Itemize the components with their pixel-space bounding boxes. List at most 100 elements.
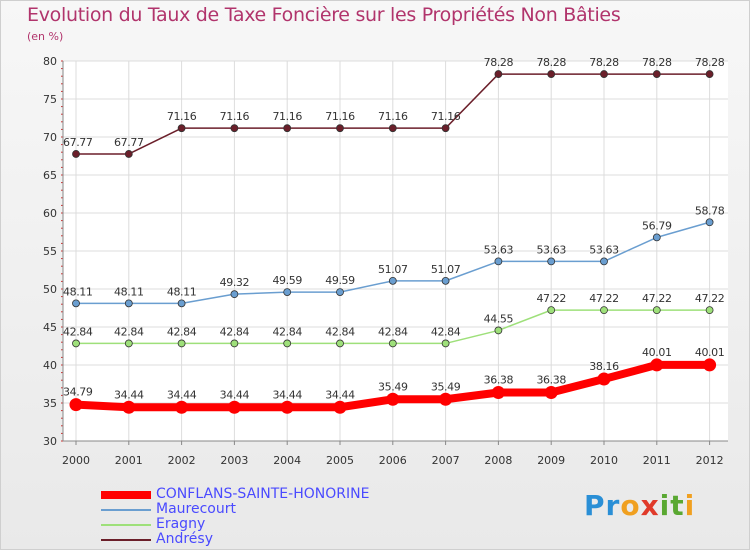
data-label-maurecourt: 51.07 bbox=[378, 263, 408, 276]
y-tick-label: 35 bbox=[43, 397, 57, 410]
logo-letter: r bbox=[605, 489, 621, 522]
y-tick-label: 65 bbox=[43, 169, 57, 182]
chart-title: Evolution du Taux de Taxe Foncière sur l… bbox=[27, 4, 621, 26]
y-tick-label: 55 bbox=[43, 245, 57, 258]
x-tick-label: 2010 bbox=[590, 454, 618, 467]
x-tick-label: 2008 bbox=[484, 454, 512, 467]
x-tick-label: 2002 bbox=[168, 454, 196, 467]
data-label-eragny: 42.84 bbox=[378, 325, 408, 338]
data-label-conflans-sainte-honorine: 40.01 bbox=[642, 346, 672, 359]
logo-letter: o bbox=[620, 489, 641, 522]
data-point-maurecourt bbox=[124, 299, 133, 308]
data-point-eragny bbox=[388, 339, 397, 348]
data-point-conflans-sainte-honorine bbox=[122, 400, 136, 414]
data-point-eragny bbox=[494, 326, 503, 335]
data-point-conflans-sainte-honorine bbox=[650, 358, 664, 372]
data-label-eragny: 42.84 bbox=[63, 325, 93, 338]
y-tick-label: 40 bbox=[43, 359, 57, 372]
data-point-maurecourt bbox=[547, 257, 556, 266]
data-label-andr-sy: 78.28 bbox=[536, 56, 566, 69]
data-point-maurecourt bbox=[336, 288, 344, 297]
logo-letter: x bbox=[640, 489, 660, 522]
data-label-eragny: 42.84 bbox=[114, 325, 144, 338]
data-label-eragny: 47.22 bbox=[695, 292, 725, 305]
data-label-conflans-sainte-honorine: 34.44 bbox=[272, 388, 302, 401]
data-label-maurecourt: 51.07 bbox=[431, 263, 461, 276]
data-point-eragny bbox=[230, 339, 239, 348]
legend-swatch bbox=[101, 524, 151, 526]
logo-letter: i bbox=[659, 489, 671, 522]
data-point-conflans-sainte-honorine bbox=[703, 358, 717, 372]
data-point-conflans-sainte-honorine bbox=[227, 400, 241, 414]
data-label-andr-sy: 71.16 bbox=[431, 110, 461, 123]
data-label-andr-sy: 71.16 bbox=[167, 110, 197, 123]
y-tick-label: 60 bbox=[43, 207, 57, 220]
chart-subtitle: (en %) bbox=[27, 30, 64, 43]
data-point-andr-sy bbox=[652, 70, 661, 78]
data-label-maurecourt: 48.11 bbox=[167, 285, 197, 298]
x-tick-label: 2001 bbox=[115, 454, 143, 467]
data-label-conflans-sainte-honorine: 35.49 bbox=[378, 380, 408, 393]
y-tick-label: 70 bbox=[43, 131, 57, 144]
data-point-eragny bbox=[652, 306, 661, 315]
data-label-andr-sy: 71.16 bbox=[378, 110, 408, 123]
data-point-conflans-sainte-honorine bbox=[69, 398, 83, 412]
data-label-conflans-sainte-honorine: 34.44 bbox=[114, 388, 144, 401]
data-label-andr-sy: 71.16 bbox=[272, 110, 302, 123]
data-label-conflans-sainte-honorine: 36.38 bbox=[536, 374, 566, 387]
data-point-eragny bbox=[72, 339, 80, 348]
data-point-andr-sy bbox=[336, 124, 344, 133]
data-label-maurecourt: 49.59 bbox=[272, 274, 302, 287]
data-point-andr-sy bbox=[600, 70, 608, 78]
data-point-eragny bbox=[441, 339, 450, 348]
data-point-conflans-sainte-honorine bbox=[175, 400, 189, 414]
data-label-eragny: 42.84 bbox=[325, 325, 355, 338]
data-label-andr-sy: 67.77 bbox=[114, 136, 144, 149]
x-tick-label: 2011 bbox=[643, 454, 671, 467]
data-point-maurecourt bbox=[177, 299, 186, 308]
data-label-andr-sy: 71.16 bbox=[325, 110, 355, 123]
data-label-andr-sy: 78.28 bbox=[484, 56, 514, 69]
data-point-maurecourt bbox=[388, 276, 397, 285]
data-point-eragny bbox=[600, 306, 608, 315]
data-point-eragny bbox=[283, 339, 292, 348]
data-point-eragny bbox=[336, 339, 344, 348]
data-label-maurecourt: 49.59 bbox=[325, 274, 355, 287]
data-point-maurecourt bbox=[283, 288, 292, 297]
x-tick-label: 2007 bbox=[432, 454, 460, 467]
legend-label: Maurecourt bbox=[156, 501, 236, 517]
x-tick-label: 2006 bbox=[379, 454, 407, 467]
data-point-andr-sy bbox=[283, 124, 292, 133]
data-label-maurecourt: 58.78 bbox=[695, 204, 725, 217]
data-point-conflans-sainte-honorine bbox=[491, 386, 505, 400]
data-point-conflans-sainte-honorine bbox=[280, 400, 294, 414]
data-label-eragny: 42.84 bbox=[220, 325, 250, 338]
proxiti-logo: Proxiti bbox=[584, 489, 695, 522]
data-point-andr-sy bbox=[441, 124, 450, 133]
data-point-conflans-sainte-honorine bbox=[544, 386, 558, 400]
y-tick-label: 30 bbox=[43, 435, 57, 448]
data-label-andr-sy: 78.28 bbox=[589, 56, 619, 69]
data-point-maurecourt bbox=[652, 233, 661, 242]
data-point-maurecourt bbox=[494, 257, 503, 266]
data-point-andr-sy bbox=[547, 70, 556, 78]
data-label-maurecourt: 53.63 bbox=[536, 243, 566, 256]
data-point-conflans-sainte-honorine bbox=[386, 392, 400, 406]
data-label-conflans-sainte-honorine: 35.49 bbox=[431, 380, 461, 393]
data-label-maurecourt: 56.79 bbox=[642, 219, 672, 232]
logo-letter: t bbox=[670, 489, 685, 522]
x-tick-label: 2009 bbox=[537, 454, 565, 467]
data-label-conflans-sainte-honorine: 40.01 bbox=[695, 346, 725, 359]
data-label-conflans-sainte-honorine: 34.44 bbox=[220, 388, 250, 401]
y-tick-label: 75 bbox=[43, 93, 57, 106]
data-point-eragny bbox=[124, 339, 133, 348]
data-label-eragny: 42.84 bbox=[272, 325, 302, 338]
data-label-maurecourt: 48.11 bbox=[63, 285, 93, 298]
legend-label: Eragny bbox=[156, 516, 206, 532]
data-point-eragny bbox=[177, 339, 186, 348]
data-point-andr-sy bbox=[494, 70, 503, 78]
data-point-maurecourt bbox=[230, 290, 239, 299]
data-label-maurecourt: 48.11 bbox=[114, 285, 144, 298]
